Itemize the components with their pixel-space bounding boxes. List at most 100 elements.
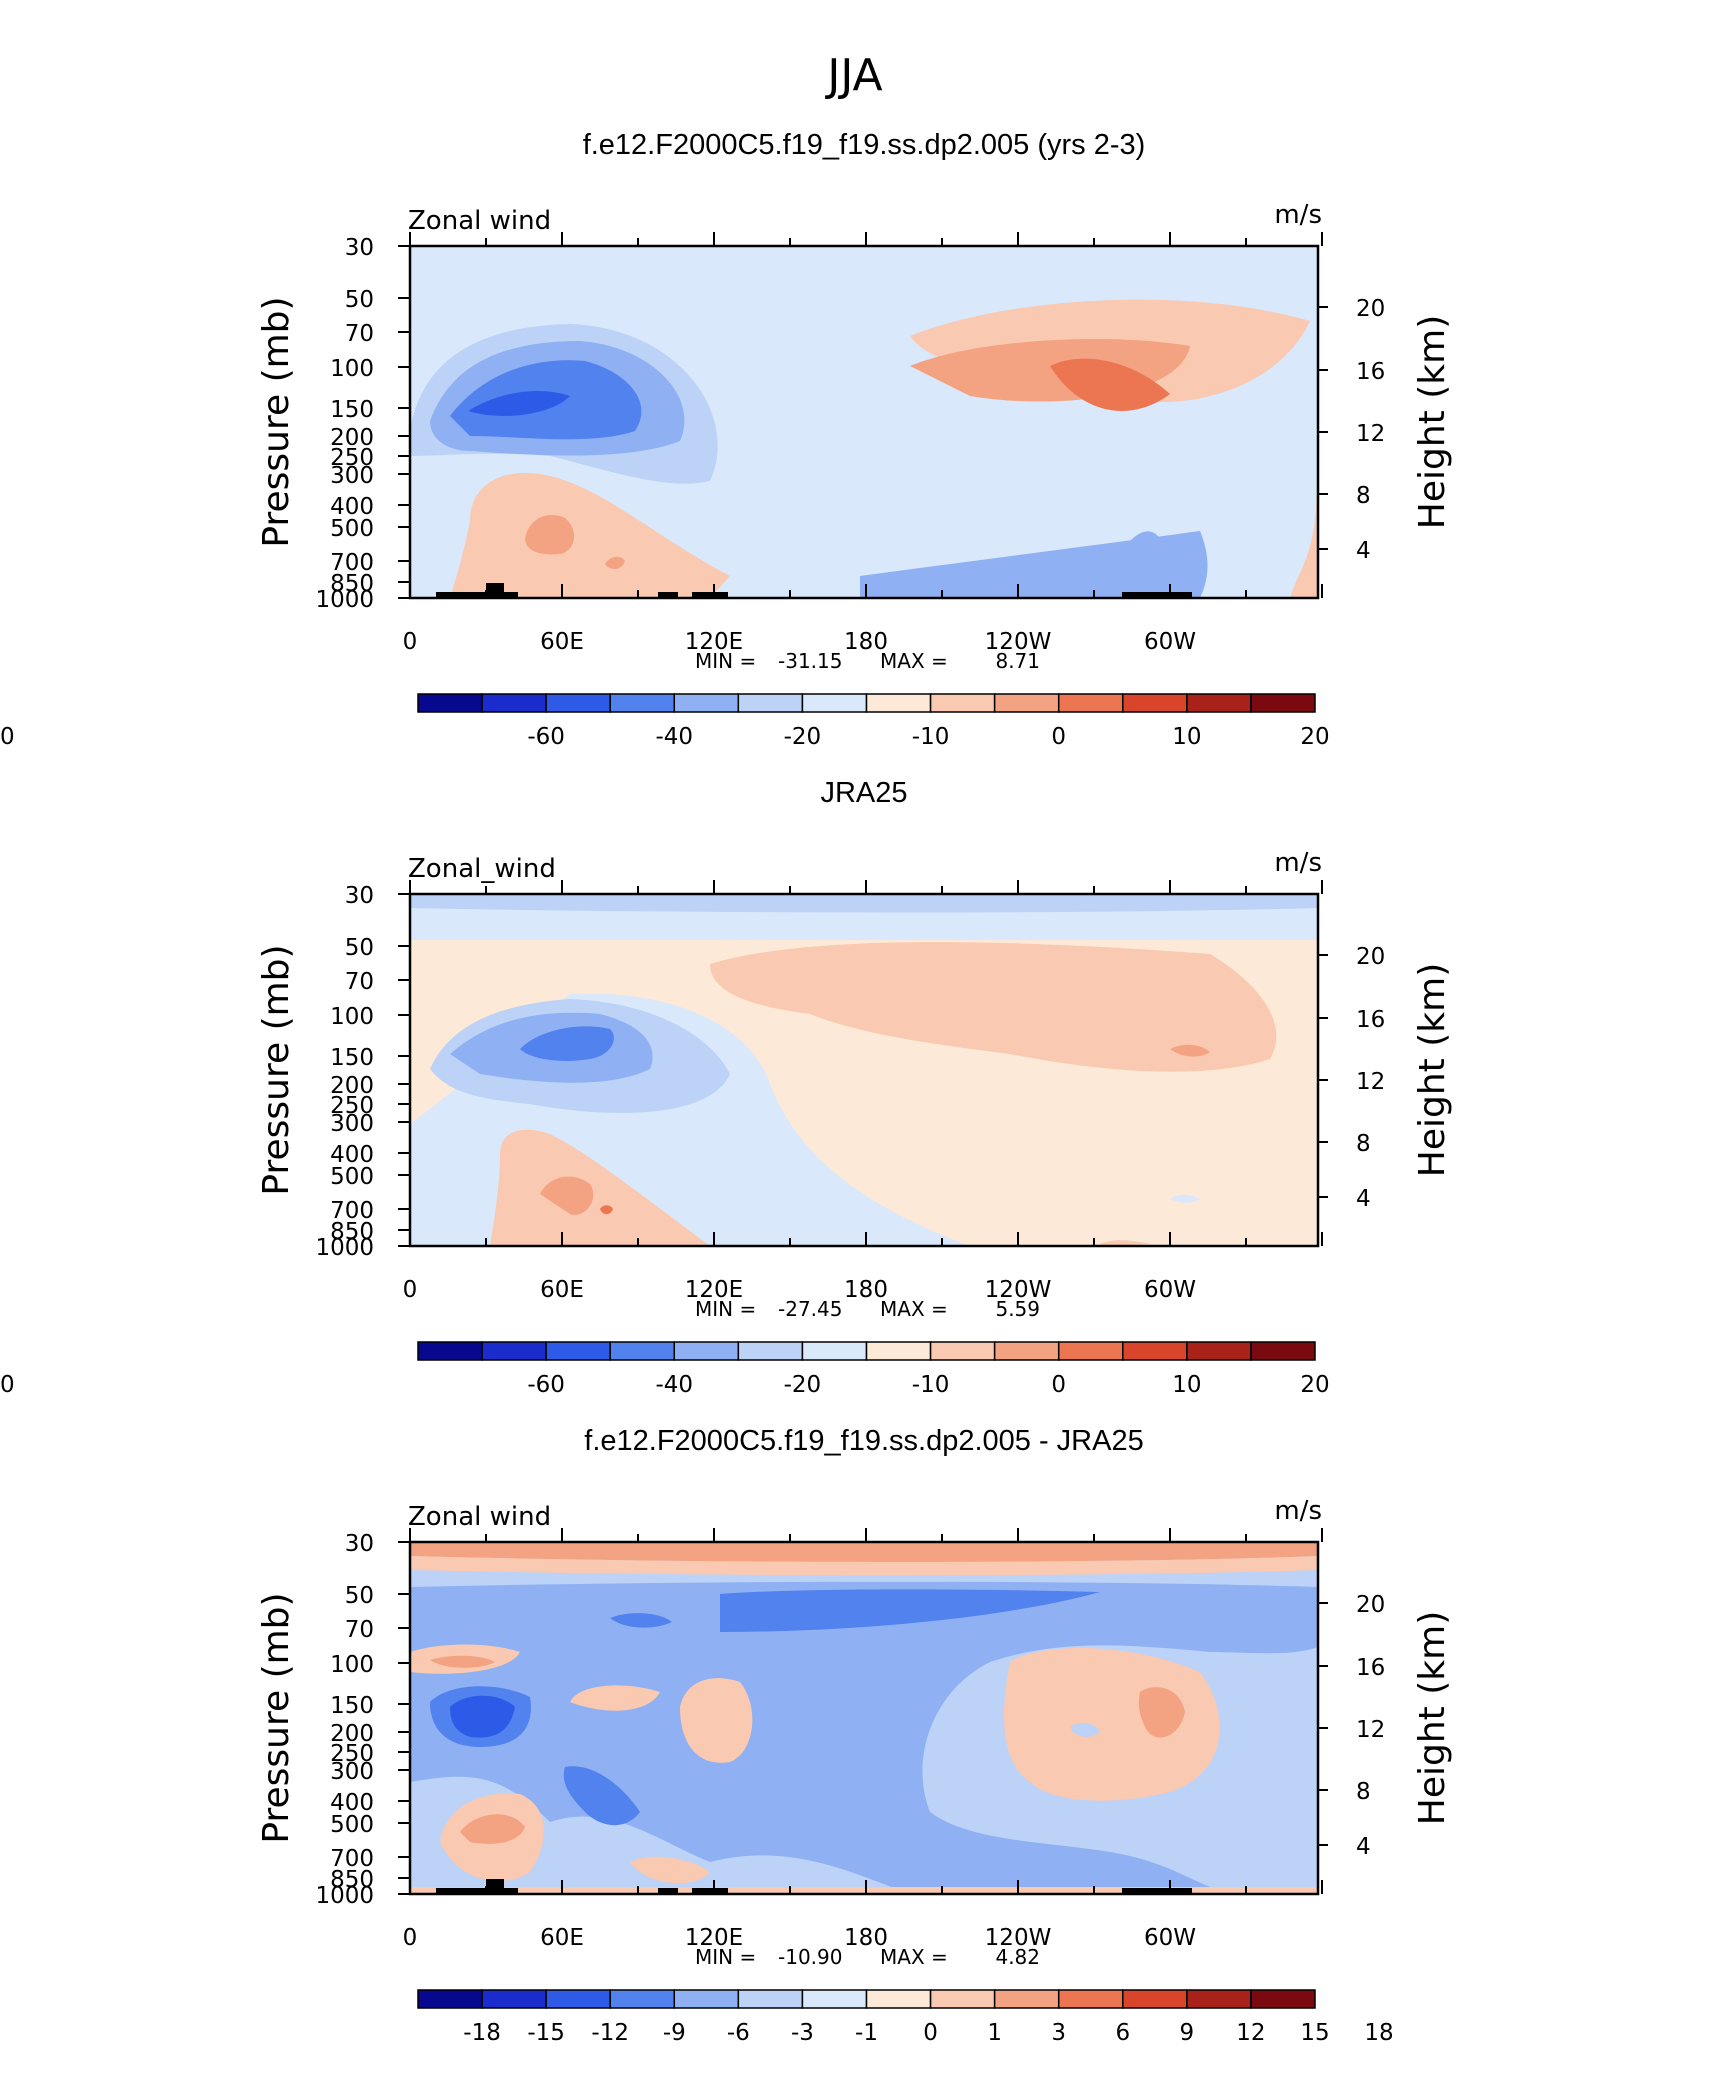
contour-region	[610, 1613, 672, 1628]
contour-region	[1004, 1648, 1220, 1801]
x-tick-label: 0	[403, 1277, 418, 1303]
colorbar-swatch	[417, 1989, 483, 2009]
field-label: Zonal wind	[408, 206, 551, 236]
contour-region	[570, 1685, 660, 1711]
pressure-tick-label: 700	[330, 1846, 374, 1872]
colorbar-swatch	[1250, 1341, 1316, 1361]
x-tick-label: 120W	[985, 1925, 1052, 1951]
colorbar-label: 30	[0, 1372, 15, 1398]
colorbar-swatch	[417, 1341, 483, 1361]
units-label: m/s	[1274, 200, 1322, 230]
colorbar-swatch	[609, 693, 676, 713]
y2-axis-title: Height (km)	[1412, 315, 1453, 529]
plot-frame	[408, 892, 1320, 1248]
pressure-tick-label: 1000	[315, 1883, 374, 1909]
colorbar-swatch	[481, 1341, 547, 1361]
colorbar-swatch	[865, 1341, 932, 1361]
units-label: m/s	[1274, 848, 1322, 878]
y2-axis-title: Height (km)	[1412, 963, 1453, 1177]
colorbar-swatch	[1186, 693, 1252, 713]
max-value: 5.59	[995, 1297, 1040, 1321]
colorbar-label: 6	[1115, 2020, 1130, 2046]
pressure-tick-label: 500	[330, 1164, 374, 1190]
colorbar-swatch	[673, 1341, 740, 1361]
pressure-tick-label: 200	[330, 1073, 374, 1099]
pressure-tick-label: 850	[330, 1867, 374, 1893]
contour-region	[1138, 1687, 1185, 1738]
min-value: -31.15	[778, 649, 842, 673]
x-tick-label: 120E	[685, 1925, 743, 1951]
colorbar-swatch	[929, 693, 996, 713]
height-tick-label: 12	[1356, 421, 1385, 447]
height-tick-label: 16	[1356, 1655, 1385, 1681]
colorbar-label: 10	[1172, 724, 1201, 750]
y-axis-title: Pressure (mb)	[256, 944, 297, 1195]
pressure-tick-label: 300	[330, 1111, 374, 1137]
min-value: -27.45	[778, 1297, 842, 1321]
height-tick-label: 12	[1356, 1069, 1385, 1095]
pressure-tick-label: 100	[330, 1004, 374, 1030]
colorbar-label: -15	[527, 2020, 565, 2046]
pressure-tick-label: 500	[330, 516, 374, 542]
colorbar-swatch	[1250, 693, 1316, 713]
contour-region	[410, 1542, 1318, 1562]
pressure-tick-label: 150	[330, 1693, 374, 1719]
contour-field	[410, 894, 1318, 1246]
contour-region	[450, 1695, 515, 1738]
colorbar-swatch	[801, 693, 868, 713]
colorbar-swatch	[545, 1989, 611, 2009]
colorbar-swatch	[737, 1341, 804, 1361]
pressure-tick-label: 250	[330, 1093, 374, 1119]
pressure-tick-label: 200	[330, 425, 374, 451]
colorbar-swatch	[737, 1989, 804, 2009]
colorbar-swatch	[737, 693, 804, 713]
contour-region	[460, 1814, 525, 1844]
colorbar-swatch	[929, 1989, 996, 2009]
colorbar-swatch	[1122, 1989, 1188, 2009]
colorbar: -18 -15 -12 -9 -6 -3 -1 0 1 3 6 9 12 15 18	[417, 1989, 1394, 2046]
pressure-tick-label: 150	[330, 397, 374, 423]
colorbar-swatch	[1057, 1989, 1124, 2009]
colorbar-label: -6	[727, 2020, 750, 2046]
colorbar-label: -12	[591, 2020, 629, 2046]
colorbar-swatch	[865, 1989, 932, 2009]
height-tick-label: 16	[1356, 359, 1385, 385]
pressure-tick-label: 400	[330, 1142, 374, 1168]
min-value: -10.90	[778, 1945, 842, 1969]
contour-region	[630, 1856, 710, 1884]
colorbar-label: 9	[1180, 2020, 1195, 2046]
contour-region	[1290, 486, 1318, 598]
x-tick-label: 180	[844, 629, 888, 655]
colorbar-swatch	[993, 1341, 1060, 1361]
field-label: Zonal_wind	[408, 854, 556, 884]
colorbar-swatch	[993, 1989, 1060, 2009]
contour-region	[520, 1026, 614, 1061]
pressure-tick-label: 300	[330, 463, 374, 489]
colorbar-swatch	[1186, 1341, 1252, 1361]
colorbar: -60 -40 -20 -10 0 10 20 30	[0, 1341, 1330, 1398]
pressure-tick-label: 100	[330, 356, 374, 382]
colorbar-swatch	[993, 693, 1060, 713]
contour-region	[1170, 1044, 1210, 1057]
colorbar-swatch	[609, 1341, 676, 1361]
colorbar-label: 10	[1172, 1372, 1201, 1398]
colorbar-swatch	[673, 693, 740, 713]
pressure-tick-label: 70	[345, 969, 374, 995]
pressure-tick-label: 1000	[315, 587, 374, 613]
contour-region	[720, 1589, 1100, 1632]
figure-main-title: JJA	[824, 50, 882, 101]
max-value: 4.82	[995, 1945, 1040, 1969]
contour-region	[410, 1581, 1318, 1894]
pressure-tick-label: 250	[330, 445, 374, 471]
colorbar-swatch	[481, 693, 547, 713]
pressure-tick-label: 500	[330, 1812, 374, 1838]
contour-region	[410, 1556, 1318, 1576]
max-label: MAX =	[880, 1945, 948, 1969]
height-tick-label: 8	[1356, 1779, 1371, 1805]
pressure-tick-label: 300	[330, 1759, 374, 1785]
colorbar-swatch	[929, 1341, 996, 1361]
contour-region	[410, 894, 1318, 913]
pressure-tick-label: 850	[330, 1219, 374, 1245]
topography	[436, 1879, 1192, 1894]
contour-region	[1100, 1240, 1150, 1246]
